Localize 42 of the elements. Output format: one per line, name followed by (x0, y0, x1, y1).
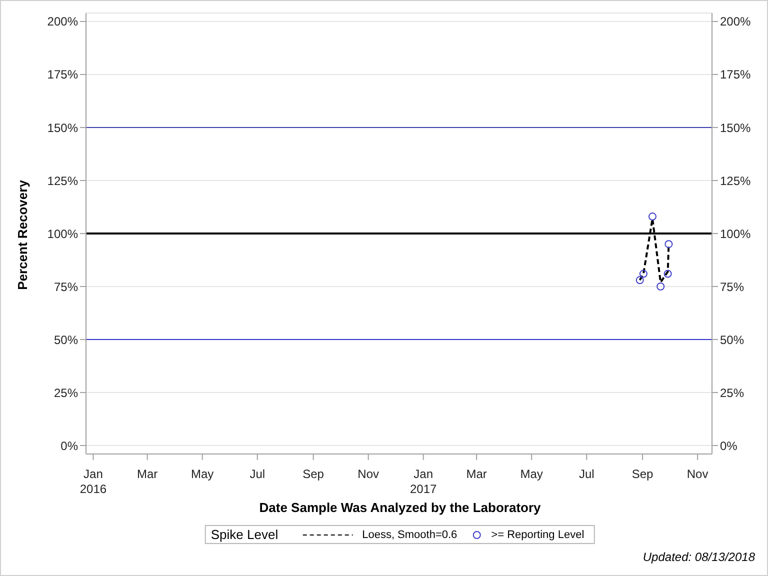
x-tick-label: Jul (578, 467, 594, 481)
y-tick-label: 0% (60, 438, 78, 453)
x-tick-label: Sep (632, 467, 654, 481)
y2-tick-label: 100% (720, 226, 752, 241)
y-tick-label: 100% (47, 226, 78, 241)
y-axis-title: Percent Recovery (14, 179, 31, 292)
y2-tick-label: 125% (720, 174, 752, 188)
y2-tick-label: 175% (720, 68, 752, 82)
y-tick-label: 50% (54, 332, 78, 347)
y2-tick-label: 75% (720, 280, 744, 294)
y2-tick-label: 200% (720, 14, 752, 29)
y-tick-label: 175% (47, 68, 78, 82)
x-tick-label: Jan 2017 (410, 467, 438, 496)
point (664, 270, 672, 278)
legend-label: >= Reporting Level (491, 528, 584, 540)
y2-tick-label: 25% (720, 386, 744, 400)
point (636, 276, 644, 284)
x-tick-label: Jan 2016 (80, 467, 107, 496)
y-tick-label: 75% (54, 280, 78, 294)
x-tick-label: Nov (358, 467, 380, 481)
y-tick-label: 25% (54, 386, 78, 400)
point (664, 240, 673, 248)
y-tick-label: 125% (47, 174, 78, 188)
x-tick-label: May (520, 467, 543, 481)
y2-tick-label: 150% (720, 120, 752, 135)
x-axis-title: Date Sample Was Analyzed by the Laboratory (258, 500, 542, 515)
x-tick-label: Sep (302, 467, 324, 481)
legend-label: Loess, Smooth=0.6 (362, 528, 458, 540)
x-tick-label: Jul (250, 467, 266, 481)
x-tick-label: Mar (466, 467, 487, 481)
x-tick-label: Nov (686, 467, 708, 481)
point (656, 282, 665, 291)
y-tick-label: 150% (47, 120, 78, 135)
text: Updated: 08/13/2018 (642, 550, 755, 564)
y-tick-label: 200% (47, 14, 78, 29)
x-tick-label: May (191, 467, 214, 481)
x-tick-label: Mar (137, 467, 158, 481)
point (648, 212, 656, 221)
legend-title: Spike Level (210, 527, 278, 542)
y2-tick-label: 0% (720, 438, 738, 453)
y2-tick-label: 50% (720, 332, 744, 347)
point (639, 270, 648, 278)
